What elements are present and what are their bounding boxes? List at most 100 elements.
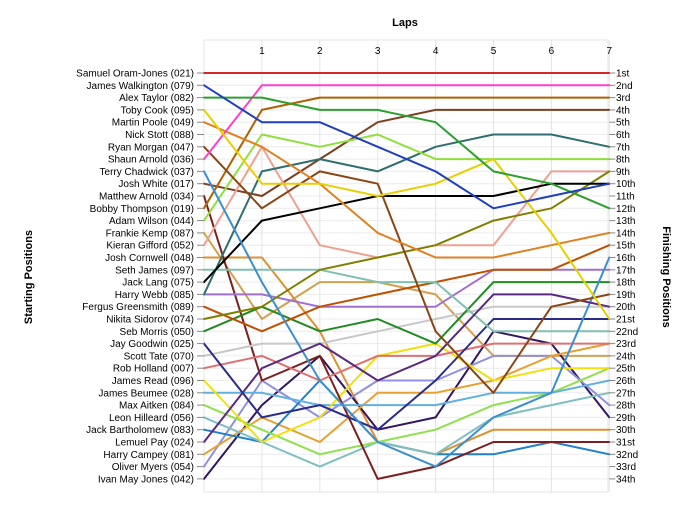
finishing-position-labels: 1st2nd3rd4th5th6th7th8th9th10th11th12th1… [609, 69, 638, 485]
starting-position-label: Ryan Morgan (047) [108, 142, 194, 153]
starting-position-label: Martin Poole (049) [112, 118, 194, 129]
finishing-position-label: 6th [616, 130, 630, 141]
series-line-14 [203, 170, 611, 320]
finishing-position-label: 16th [616, 253, 635, 264]
finishing-position-label: 17th [616, 265, 635, 276]
series-line-17 [203, 268, 611, 333]
finishing-position-label: 8th [616, 155, 630, 166]
starting-position-label: Leon Hilleard (056) [109, 413, 194, 424]
finishing-position-label: 34th [616, 474, 635, 485]
finishing-position-label: 20th [616, 302, 635, 313]
x-tick-labels: 1 2 3 4 5 6 7 [259, 46, 612, 57]
starting-position-label: Kieran Gifford (052) [106, 241, 194, 252]
starting-position-label: Alex Taylor (082) [119, 93, 194, 104]
right-axis-title: Finishing Positions [660, 226, 672, 327]
starting-position-label: Jack Bartholomew (083) [86, 425, 194, 436]
x-tick-label: 4 [433, 46, 439, 57]
finishing-position-label: 24th [616, 351, 635, 362]
series-line-18 [203, 244, 611, 333]
starting-position-label: Shaun Arnold (036) [108, 155, 194, 166]
starting-position-label: Toby Cook (095) [121, 105, 194, 116]
finishing-position-label: 32nd [616, 450, 638, 461]
finishing-position-label: 13th [616, 216, 635, 227]
starting-position-label: Ivan May Jones (042) [98, 474, 194, 485]
starting-position-label: Max Aitken (084) [119, 401, 194, 412]
starting-position-label: Matthew Arnold (034) [99, 192, 194, 203]
starting-position-label: Terry Chadwick (037) [100, 167, 194, 178]
series-line-25 [203, 342, 611, 443]
x-tick-label: 1 [259, 46, 265, 57]
series-line-9 [203, 170, 611, 468]
starting-position-label: Nick Stott (088) [125, 130, 194, 141]
series-line-20 [203, 281, 611, 345]
series-line-6 [203, 121, 611, 259]
starting-position-label: Nikita Sidorov (074) [106, 315, 194, 326]
series-line-23 [203, 342, 611, 382]
starting-position-label: Rob Holland (007) [113, 364, 194, 375]
starting-position-label: Harry Campey (081) [103, 450, 194, 461]
finishing-position-label: 33rd [616, 462, 636, 473]
starting-position-label: Bobby Thompson (019) [90, 204, 194, 215]
finishing-position-label: 25th [616, 364, 635, 375]
starting-position-label: Oliver Myers (054) [112, 462, 194, 473]
finishing-position-label: 18th [616, 278, 635, 289]
x-tick-label: 7 [607, 46, 613, 57]
finishing-position-label: 31st [616, 438, 635, 449]
series-line-2 [203, 84, 611, 210]
finishing-position-label: 12th [616, 204, 635, 215]
series-line-30 [203, 342, 611, 456]
finishing-position-label: 5th [616, 118, 630, 129]
series-line-31 [203, 354, 611, 468]
finishing-position-label: 19th [616, 290, 635, 301]
starting-position-label: James Read (096) [112, 376, 194, 387]
finishing-position-label: 27th [616, 388, 635, 399]
series-line-8 [203, 293, 611, 443]
starting-position-label: Jay Goodwin (025) [110, 339, 194, 350]
finishing-position-label: 29th [616, 413, 635, 424]
series-line-5 [203, 84, 611, 161]
starting-position-label: Lemuel Pay (024) [115, 438, 194, 449]
x-tick-label: 2 [317, 46, 323, 57]
finishing-position-label: 11th [616, 192, 635, 203]
series-line-24 [203, 195, 611, 480]
finishing-position-label: 7th [616, 142, 630, 153]
series-line-27 [203, 367, 611, 456]
finishing-position-label: 10th [616, 179, 635, 190]
series-line-12 [203, 133, 611, 222]
series-line-3 [203, 96, 611, 210]
starting-position-label: James Beumee (028) [98, 388, 194, 399]
series-layer [203, 72, 611, 480]
finishing-position-label: 3rd [616, 93, 630, 104]
finishing-position-label: 9th [616, 167, 630, 178]
series-line-22 [203, 305, 611, 357]
finishing-position-label: 26th [616, 376, 635, 387]
starting-position-label: Fergus Greensmith (089) [82, 302, 194, 313]
starting-position-label: Josh White (017) [118, 179, 194, 190]
x-axis-title: Laps [392, 17, 418, 29]
finishing-position-label: 30th [616, 425, 635, 436]
starting-position-label: Adam Wilson (044) [109, 216, 194, 227]
finishing-position-label: 28th [616, 401, 635, 412]
series-line-10 [203, 182, 611, 284]
finishing-position-label: 2nd [616, 81, 633, 92]
series-line-21 [203, 318, 611, 431]
finishing-position-label: 22nd [616, 327, 638, 338]
finishing-position-label: 14th [616, 228, 635, 239]
series-line-32 [203, 330, 611, 480]
x-tick-label: 3 [375, 46, 381, 57]
finishing-position-label: 23rd [616, 339, 636, 350]
x-tick-label: 5 [491, 46, 497, 57]
finishing-position-label: 1st [616, 69, 630, 80]
finishing-position-label: 4th [616, 105, 630, 116]
starting-position-label: Seb Morris (050) [120, 327, 194, 338]
left-axis-title: Starting Positions [23, 230, 35, 324]
starting-position-labels: Samuel Oram-Jones (021)James Walkington … [76, 69, 204, 485]
starting-position-label: Scott Tate (070) [124, 351, 194, 362]
finishing-position-label: 21st [616, 315, 635, 326]
finishing-position-label: 15th [616, 241, 635, 252]
series-line-28 [203, 391, 611, 468]
starting-position-label: James Walkington (079) [87, 81, 194, 92]
starting-position-label: Jack Lang (075) [122, 278, 194, 289]
starting-position-label: Samuel Oram-Jones (021) [76, 69, 194, 80]
